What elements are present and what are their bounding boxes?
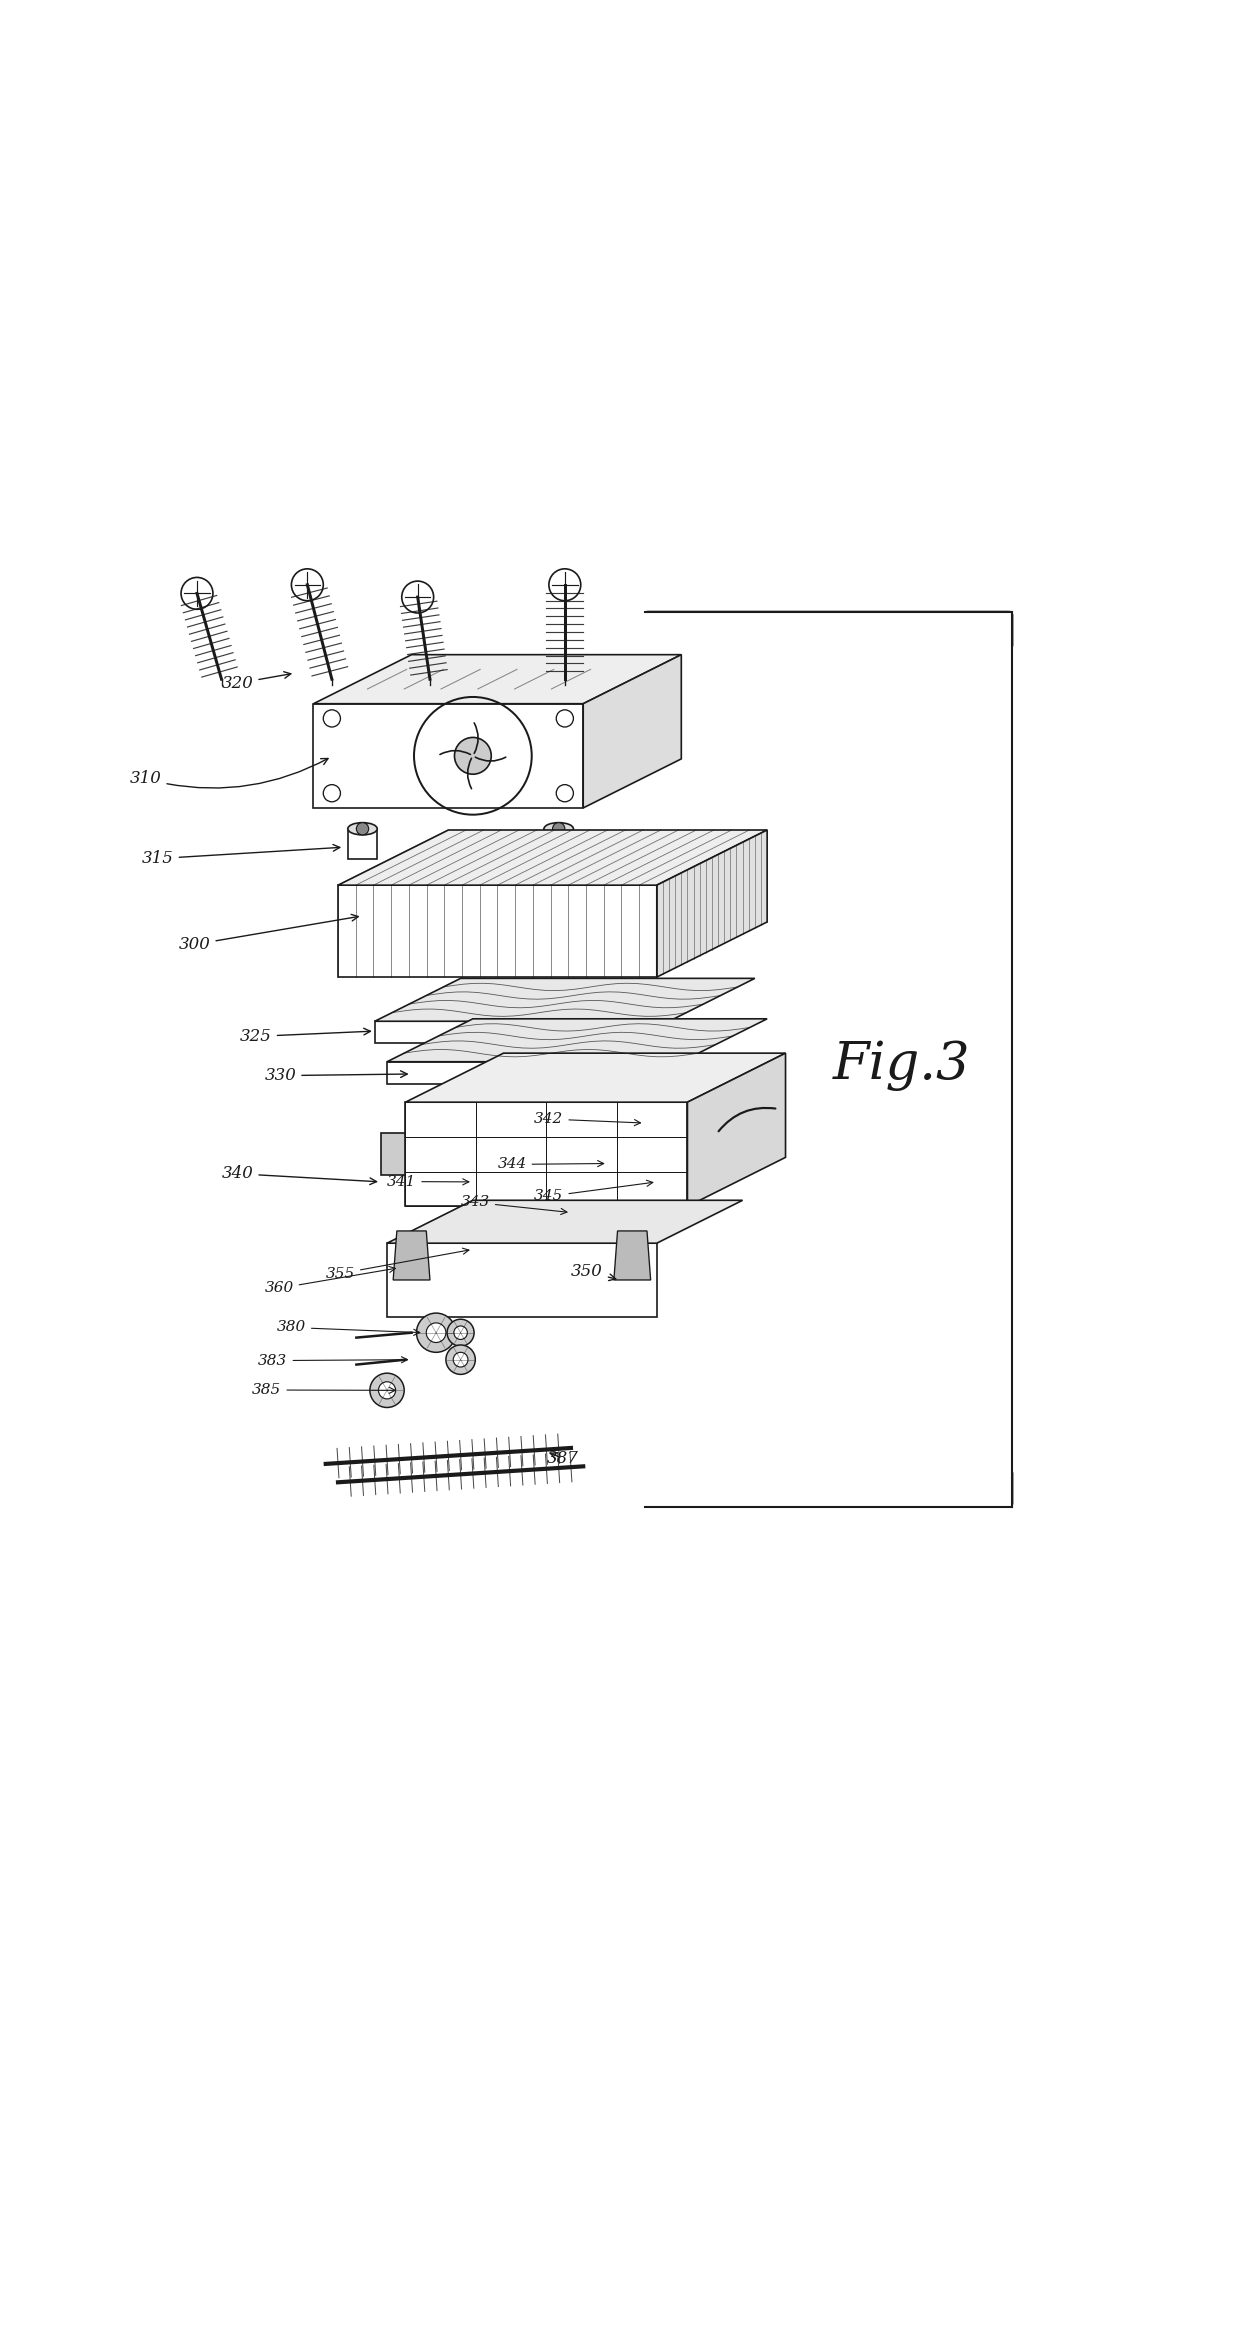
Circle shape — [454, 1352, 467, 1366]
Polygon shape — [387, 1243, 657, 1317]
Circle shape — [356, 824, 368, 835]
Ellipse shape — [544, 824, 573, 835]
Polygon shape — [393, 1231, 430, 1280]
Text: 360: 360 — [264, 1266, 396, 1296]
Text: 341: 341 — [387, 1175, 469, 1189]
Text: 387: 387 — [547, 1450, 578, 1466]
Circle shape — [448, 1319, 474, 1347]
Polygon shape — [387, 1019, 768, 1061]
Polygon shape — [544, 828, 573, 859]
Circle shape — [557, 784, 573, 803]
Polygon shape — [387, 1201, 743, 1243]
Polygon shape — [687, 1054, 785, 1205]
Text: 342: 342 — [534, 1112, 641, 1126]
Polygon shape — [583, 654, 681, 807]
Circle shape — [454, 1326, 467, 1340]
Circle shape — [324, 710, 341, 726]
Polygon shape — [314, 654, 681, 703]
Text: 383: 383 — [258, 1354, 408, 1368]
Text: 330: 330 — [264, 1068, 407, 1084]
Polygon shape — [374, 1022, 670, 1042]
Text: 320: 320 — [222, 673, 291, 691]
Circle shape — [553, 824, 565, 835]
Text: 340: 340 — [222, 1166, 377, 1184]
Text: 315: 315 — [141, 845, 340, 868]
Circle shape — [324, 784, 341, 803]
Text: 345: 345 — [534, 1180, 652, 1203]
Text: Fig.3: Fig.3 — [833, 1040, 971, 1091]
Text: 343: 343 — [460, 1196, 567, 1215]
Polygon shape — [614, 1231, 651, 1280]
Polygon shape — [405, 1103, 687, 1205]
Text: 344: 344 — [497, 1157, 604, 1170]
Polygon shape — [339, 884, 657, 977]
Polygon shape — [405, 1054, 785, 1103]
Polygon shape — [374, 977, 755, 1022]
Polygon shape — [347, 828, 377, 859]
Circle shape — [417, 1312, 456, 1352]
Circle shape — [370, 1373, 404, 1408]
Circle shape — [427, 1322, 446, 1343]
Text: 325: 325 — [239, 1029, 371, 1045]
Text: 380: 380 — [277, 1319, 420, 1336]
Text: 385: 385 — [252, 1382, 396, 1396]
Text: 310: 310 — [129, 759, 329, 789]
Ellipse shape — [347, 824, 377, 835]
Text: 350: 350 — [570, 1264, 616, 1280]
Circle shape — [557, 710, 573, 726]
Polygon shape — [314, 703, 583, 807]
Circle shape — [378, 1382, 396, 1399]
Polygon shape — [657, 831, 768, 977]
Text: 355: 355 — [326, 1247, 469, 1280]
Polygon shape — [381, 1133, 405, 1175]
Polygon shape — [387, 1061, 681, 1084]
Circle shape — [446, 1345, 475, 1375]
Text: 300: 300 — [179, 915, 358, 954]
Circle shape — [455, 738, 491, 775]
Polygon shape — [339, 831, 768, 884]
